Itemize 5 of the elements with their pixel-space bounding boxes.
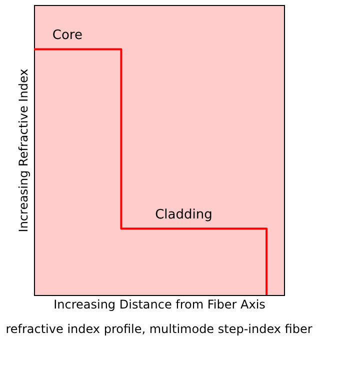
annotation: Core: [52, 28, 82, 44]
text: refractive index profile, multimode step-index fiber: [6, 322, 312, 336]
annotation: Cladding: [155, 208, 212, 223]
y-axis-title: Increasing Refractive Index: [16, 68, 30, 232]
x-axis-title: Increasing Distance from Fiber Axis: [54, 298, 266, 312]
